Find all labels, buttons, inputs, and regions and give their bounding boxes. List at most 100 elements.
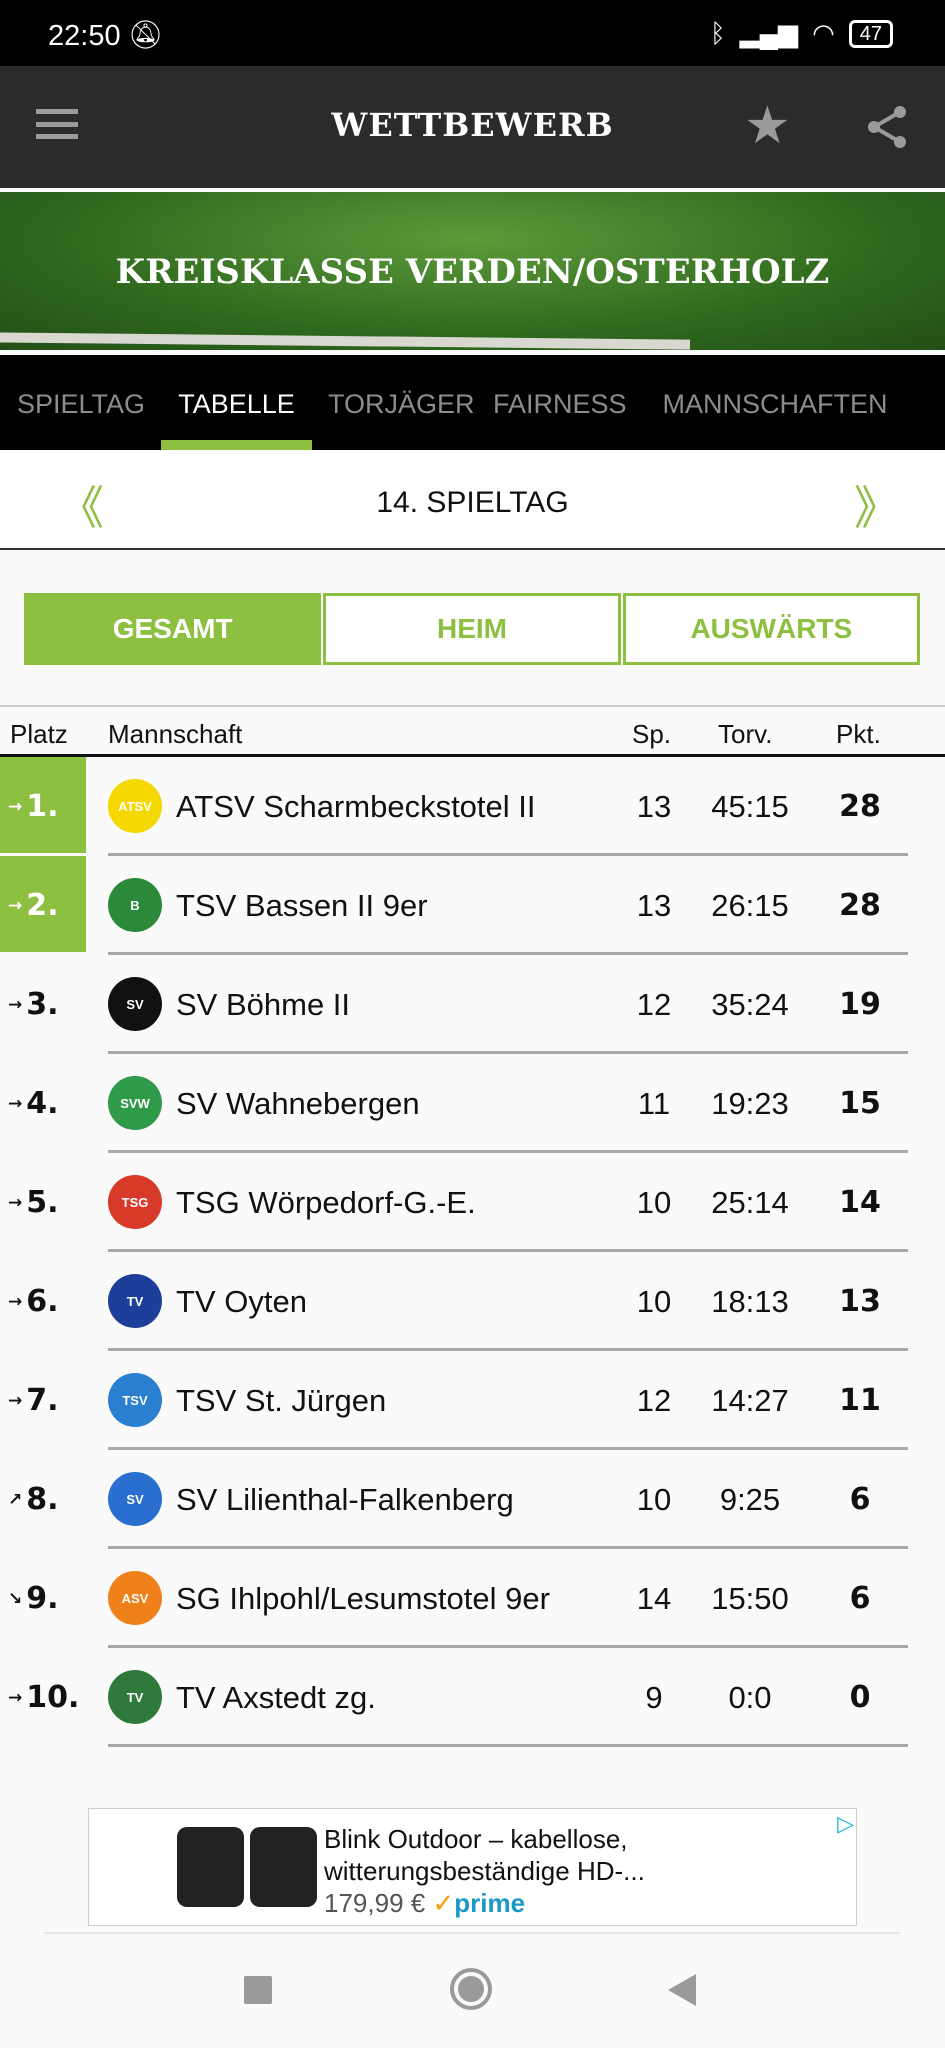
games-played: 10 (636, 1185, 672, 1220)
trend-arrow-icon: → (8, 995, 23, 1015)
games-played: 14 (636, 1581, 672, 1616)
tab-torjaeger[interactable]: TORJÄGER (328, 389, 475, 419)
status-bar: 22:50 🔕︎ ᛒ ▂▄▆ ◠ 47 (0, 0, 945, 66)
points: 28 (839, 888, 881, 923)
table-filter: GESAMT HEIM AUSWÄRTS (24, 593, 920, 665)
rank-cell: ↗ 8. (0, 1450, 86, 1546)
rank-cell: → 3. (0, 955, 86, 1051)
rank-cell: → 10. (0, 1648, 86, 1744)
trend-arrow-icon: → (8, 797, 23, 817)
row-divider (108, 1744, 908, 1747)
points: 11 (839, 1383, 881, 1418)
row-divider (108, 1249, 908, 1252)
rank: 8. (26, 1482, 59, 1517)
trend-arrow-icon: → (8, 1391, 23, 1411)
rank: 4. (26, 1086, 59, 1121)
ad-price: 179,99 € (324, 1888, 426, 1918)
games-played: 12 (636, 1383, 672, 1418)
filter-gesamt-button[interactable]: GESAMT (24, 593, 322, 665)
rank: 7. (26, 1383, 59, 1418)
advertisement[interactable]: Blink Outdoor – kabellose, witterungsbes… (88, 1808, 857, 1926)
team-name: SV Wahnebergen (176, 1086, 420, 1121)
tab-fairness[interactable]: FAIRNESS (493, 389, 627, 419)
tab-tabelle[interactable]: TABELLE (161, 355, 312, 450)
rank: 3. (26, 987, 59, 1022)
row-divider (108, 853, 908, 856)
goals: 0:0 (728, 1680, 772, 1715)
row-divider (108, 1051, 908, 1054)
table-row[interactable]: → 6. TV TV Oyten 10 18:13 13 (0, 1252, 945, 1351)
rank-cell: → 1. (0, 757, 86, 853)
prime-check-icon: ✓ (432, 1888, 455, 1918)
divider (44, 1932, 900, 1934)
table-row[interactable]: → 2. B TSV Bassen II 9er 13 26:15 28 (0, 856, 945, 955)
recents-icon[interactable] (244, 1976, 272, 2004)
games-played: 10 (636, 1482, 672, 1517)
hamburger-menu-icon[interactable] (36, 109, 78, 139)
points: 13 (839, 1284, 881, 1319)
rank-cell: → 5. (0, 1153, 86, 1249)
row-divider (108, 1447, 908, 1450)
team-name: SG Ihlpohl/Lesumstotel 9er (176, 1581, 550, 1616)
points: 6 (849, 1482, 871, 1517)
trend-arrow-icon: → (8, 1193, 23, 1213)
table-row[interactable]: → 5. TSG TSG Wörpedorf-G.-E. 10 25:14 14 (0, 1153, 945, 1252)
team-name: TV Oyten (176, 1284, 307, 1319)
rank: 5. (26, 1185, 59, 1220)
battery-icon: 47 (848, 19, 893, 48)
filter-auswaerts-button[interactable]: AUSWÄRTS (622, 593, 920, 665)
rank: 2. (26, 888, 59, 923)
share-icon[interactable] (862, 102, 912, 152)
games-played: 10 (636, 1284, 672, 1319)
team-name: TSV Bassen II 9er (176, 888, 428, 923)
team-logo: SVW (108, 1076, 162, 1130)
trend-arrow-icon: ↗ (8, 1490, 23, 1510)
team-name: SV Böhme II (176, 987, 351, 1022)
points: 28 (839, 789, 881, 824)
ad-choices-icon[interactable]: ▷ (837, 1811, 854, 1836)
row-divider (108, 1645, 908, 1648)
table-row[interactable]: → 1. ATSV ATSV Scharmbeckstotel II 13 45:… (0, 757, 945, 856)
header-mannschaft: Mannschaft (108, 719, 243, 749)
next-round-chevron-icon[interactable]: 》 (854, 482, 900, 534)
rank-cell: ↘ 9. (0, 1549, 86, 1645)
points: 15 (839, 1086, 881, 1121)
header-pkt: Pkt. (836, 719, 881, 749)
table-row[interactable]: → 10. TV TV Axstedt zg. 9 0:0 0 (0, 1648, 945, 1747)
round-selector: 《 14. SPIELTAG 》 (0, 450, 945, 550)
table-row[interactable]: ↘ 9. ASV SG Ihlpohl/Lesumstotel 9er 14 15… (0, 1549, 945, 1648)
table-row[interactable]: ↗ 8. SV SV Lilienthal-Falkenberg 10 9:25 … (0, 1450, 945, 1549)
wifi-icon: ◠ (812, 18, 835, 48)
tab-spieltag[interactable]: SPIELTAG (16, 389, 146, 419)
goals: 26:15 (711, 888, 789, 923)
favorite-add-icon[interactable]: ★ (744, 97, 791, 155)
tab-bar: SPIELTAG TABELLE TORJÄGER FAIRNESS MANNS… (0, 355, 945, 450)
tab-mannschaften[interactable]: MANNSCHAFTEN (662, 389, 888, 419)
header-platz: Platz (10, 719, 68, 749)
team-name: TSV St. Jürgen (176, 1383, 387, 1418)
competition-title: KREISKLASSE VERDEN/OSTERHOLZ (115, 252, 830, 292)
ad-prime-badge: prime (454, 1888, 526, 1918)
table-row[interactable]: → 4. SVW SV Wahnebergen 11 19:23 15 (0, 1054, 945, 1153)
ad-title-line1: Blink Outdoor – kabellose, (324, 1824, 628, 1854)
rank: 10. (26, 1680, 80, 1715)
filter-heim-button[interactable]: HEIM (323, 593, 621, 665)
app-bar: WETTBEWERB ★ (0, 66, 945, 188)
goals: 14:27 (711, 1383, 789, 1418)
team-logo: ATSV (108, 779, 162, 833)
home-icon[interactable] (450, 1968, 492, 2010)
table-row[interactable]: → 3. SV SV Böhme II 12 35:24 19 (0, 955, 945, 1054)
trend-arrow-icon: → (8, 1292, 23, 1312)
points: 19 (839, 987, 881, 1022)
competition-banner: KREISKLASSE VERDEN/OSTERHOLZ (0, 192, 945, 350)
bell-off-icon: 🔕︎ (128, 19, 164, 50)
trend-arrow-icon: → (8, 1688, 23, 1708)
rank-cell: → 7. (0, 1351, 86, 1447)
back-icon[interactable] (668, 1974, 696, 2006)
goals: 15:50 (711, 1581, 789, 1616)
rank: 9. (26, 1581, 59, 1616)
team-name: SV Lilienthal-Falkenberg (176, 1482, 514, 1517)
team-logo: B (108, 878, 162, 932)
table-row[interactable]: → 7. TSV TSV St. Jürgen 12 14:27 11 (0, 1351, 945, 1450)
previous-round-chevron-icon[interactable]: 《 (58, 482, 104, 534)
